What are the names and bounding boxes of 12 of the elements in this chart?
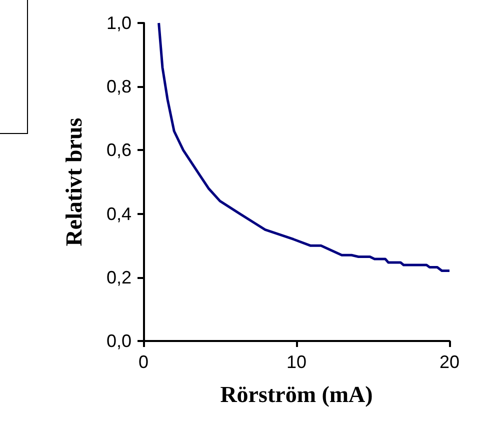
x-tick-label: 10 <box>286 352 307 372</box>
y-tick-label: 0,8 <box>106 76 132 97</box>
y-tick-label: 0,6 <box>106 140 132 160</box>
y-axis-title: Relativt brus <box>62 118 86 246</box>
x-axis-title: Rörström (mA) <box>220 382 373 407</box>
x-tick-label: 20 <box>439 352 460 372</box>
x-tick-label: 0 <box>138 352 149 372</box>
y-tick-label: 1,0 <box>106 13 132 33</box>
y-tick-label: 0,0 <box>106 331 132 351</box>
y-tick-label: 0,4 <box>106 204 132 224</box>
line-series <box>158 22 451 272</box>
y-tick-label: 0,2 <box>106 267 132 288</box>
